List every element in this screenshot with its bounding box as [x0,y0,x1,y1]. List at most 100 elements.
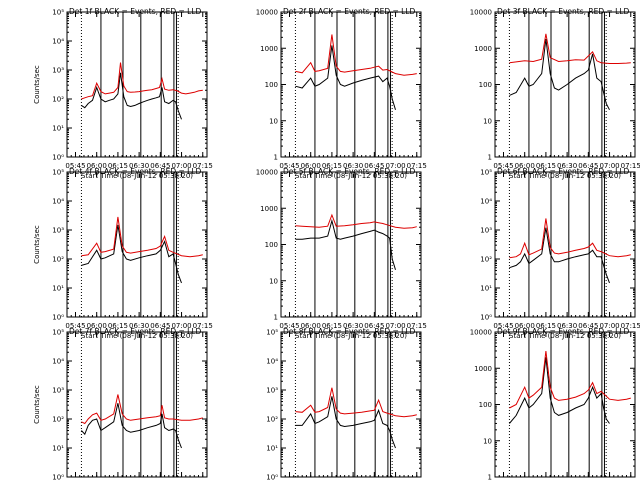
y-tick-label: 10⁰ [52,473,64,480]
y-tick-label: 10⁰ [52,153,64,161]
y-tick-label: 100 [265,81,278,89]
x-tick-label: 06:00 [515,162,535,170]
y-tick-label: 100 [479,401,492,409]
x-tick-label: 06:15 [322,322,342,330]
x-tick-label: 06:30 [343,322,363,330]
y-tick-label: 100 [479,81,492,89]
y-tick-label: 10000 [470,9,492,17]
y-tick-label: 10³ [52,67,64,75]
y-tick-label: 10 [269,277,278,285]
plot-frame [494,11,636,158]
y-tick-label: 10⁵ [480,169,492,177]
x-axis-label: Start Time (08-Jun-12 05:38:20) [509,332,621,340]
x-tick-label: 06:45 [150,322,170,330]
chart-panel: 10⁰10¹10²10³10⁴10⁵05:4506:0006:1506:3006… [266,327,427,485]
events-series-line [509,38,610,111]
y-tick-label: 1000 [260,45,278,53]
y-tick-label: 1000 [260,205,278,213]
y-tick-label: 10² [266,416,278,424]
y-tick-label: 10⁴ [266,358,278,366]
events-series-line [81,224,182,284]
y-tick-label: 10³ [52,387,64,395]
y-axis-label: Counts/sec [33,385,41,424]
plot-frame [66,11,208,158]
y-tick-label: 10⁴ [52,198,64,206]
y-tick-label: 10⁰ [480,313,492,321]
y-tick-label: 10⁴ [52,358,64,366]
chart-title: Det 9f BLACK = Events, RED = LLD [497,327,630,336]
x-tick-label: 06:00 [515,322,535,330]
y-tick-label: 10⁵ [52,169,64,177]
chart-title: Det 2f BLACK = Events, RED = LLD [283,7,416,16]
lld-series-line [295,387,417,418]
y-tick-label: 10 [483,117,492,125]
chart-title: Det 1f BLACK = Events, RED = LLD [69,7,202,16]
x-axis-label: Start Time (08-Jun-12 05:38:20) [81,332,193,340]
chart-title: Det 3f BLACK = Events, RED = LLD [497,7,630,16]
plot-frame [66,171,208,318]
y-tick-label: 1000 [474,45,492,53]
x-tick-label: 07:00 [385,322,405,330]
chart-panel: 11010010001000005:4506:0006:1506:3006:45… [470,327,640,485]
plot-frame [280,11,422,158]
y-tick-label: 1 [274,153,278,161]
y-tick-label: 10⁰ [52,313,64,321]
y-tick-label: 10³ [266,387,278,395]
chart-title: Det 5f BLACK = Events, RED = LLD [283,167,416,176]
y-tick-label: 10⁵ [52,329,64,337]
events-series-line [295,45,396,110]
lld-series-line [509,33,631,64]
x-tick-label: 06:00 [301,162,321,170]
plot-frame [280,331,422,478]
x-tick-label: 06:00 [87,322,107,330]
x-tick-label: 07:15 [407,322,427,330]
y-tick-label: 10⁵ [52,9,64,17]
y-tick-label: 1 [488,153,492,161]
x-tick-label: 07:00 [599,162,619,170]
events-series-line [295,396,396,449]
y-tick-label: 10⁵ [266,329,278,337]
y-tick-label: 10¹ [52,445,64,453]
y-tick-label: 1000 [474,365,492,373]
x-tick-label: 06:45 [364,322,384,330]
y-axis-label: Counts/sec [33,225,41,264]
y-tick-label: 10² [52,256,64,264]
plot-frame [66,331,208,478]
lld-series-line [81,394,203,425]
x-tick-label: 06:45 [578,322,598,330]
lld-series-line [509,218,631,259]
x-axis-label: Start Time (08-Jun-12 05:38:20) [295,332,407,340]
y-tick-label: 10000 [256,9,278,17]
x-tick-label: 06:15 [108,162,128,170]
y-tick-label: 10000 [256,169,278,177]
y-tick-label: 10000 [470,329,492,337]
x-tick-label: 07:15 [407,162,427,170]
x-tick-label: 06:30 [343,162,363,170]
chart-title: Det 8f BLACK = Events, RED = LLD [283,327,416,336]
y-tick-label: 1 [488,473,492,480]
x-tick-label: 06:00 [87,162,107,170]
events-series-line [509,357,610,424]
x-tick-label: 07:15 [621,162,640,170]
y-tick-label: 10³ [52,227,64,235]
x-tick-label: 06:00 [301,322,321,330]
chart-title: Det 4f BLACK = Events, RED = LLD [69,167,202,176]
x-tick-label: 06:45 [578,162,598,170]
x-tick-label: 06:15 [536,322,556,330]
events-series-line [81,403,182,449]
lld-series-line [509,350,631,409]
x-axis-label: Start Time (08-Jun-12 05:38:20) [81,172,193,180]
x-tick-label: 07:15 [621,322,640,330]
y-tick-label: 10 [483,437,492,445]
x-tick-label: 05:45 [493,322,513,330]
chart-title: Det 6f BLACK = Events, RED = LLD [497,167,630,176]
y-tick-label: 10² [52,416,64,424]
y-tick-label: 10² [52,96,64,104]
x-tick-label: 05:45 [279,162,299,170]
events-series-line [509,227,610,284]
